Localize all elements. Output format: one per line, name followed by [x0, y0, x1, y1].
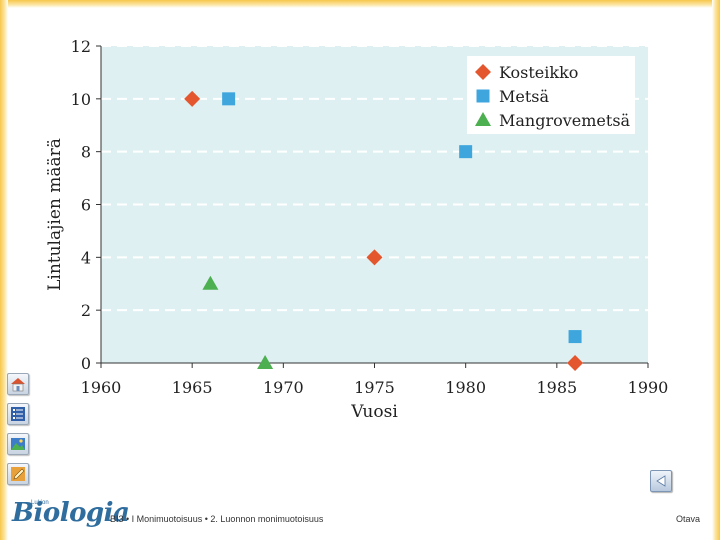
y-tick-label: 6: [81, 196, 91, 215]
legend-marker-mangrovemets-: [475, 112, 491, 126]
y-axis-label: Lintulajien määrä: [45, 138, 65, 291]
pencil-icon: [11, 467, 25, 481]
x-tick-label: 1970: [263, 378, 304, 397]
point-mets-: [568, 330, 582, 344]
y-tick-label: 2: [81, 301, 91, 320]
home-icon: [11, 378, 25, 392]
legend-label-mangrovemets-: Mangrovemetsä: [499, 111, 631, 130]
image-icon: [11, 438, 25, 450]
x-tick-label: 1985: [536, 378, 577, 397]
home-button[interactable]: [7, 373, 29, 395]
course-breadcrumb: BI3 • I Monimuotoisuus • 2. Luonnon moni…: [110, 514, 324, 524]
publisher-name: Otava: [675, 514, 700, 524]
legend-marker-mets-: [476, 89, 490, 103]
y-tick-label: 10: [71, 90, 91, 109]
frame-top: [0, 0, 720, 8]
back-button[interactable]: [650, 470, 672, 492]
frame-left: [0, 0, 8, 540]
y-tick-label: 4: [81, 248, 91, 267]
legend-label-kosteikko: Kosteikko: [499, 63, 578, 82]
point-mangrovemets-: [202, 275, 219, 290]
legend-box: [467, 56, 635, 134]
y-tick-label: 8: [81, 143, 91, 162]
logo-small-text: Lukion: [31, 500, 49, 506]
back-arrow-icon: [656, 475, 666, 487]
image-button[interactable]: [7, 433, 29, 455]
y-tick-label: 12: [71, 37, 91, 56]
legend-label-mets-: Metsä: [499, 87, 549, 106]
contents-button[interactable]: [7, 403, 29, 425]
point-kosteikko: [184, 90, 201, 107]
point-mets-: [459, 145, 473, 159]
biologia-logo: Biologia: [12, 498, 130, 528]
frame-right: [712, 0, 720, 540]
legend-marker-kosteikko: [475, 64, 491, 80]
point-mangrovemets-: [257, 355, 274, 369]
list-icon: [11, 407, 25, 421]
x-tick-label: 1960: [81, 378, 122, 397]
notes-button[interactable]: [7, 463, 29, 485]
x-tick-label: 1975: [354, 378, 395, 397]
x-axis-label: Vuosi: [350, 402, 398, 422]
point-mets-: [222, 92, 236, 106]
point-kosteikko: [567, 355, 584, 371]
y-tick-label: 0: [81, 354, 91, 373]
point-kosteikko: [366, 249, 383, 266]
x-tick-label: 1965: [172, 378, 213, 397]
x-tick-label: 1980: [445, 378, 486, 397]
x-tick-label: 1990: [628, 378, 669, 397]
